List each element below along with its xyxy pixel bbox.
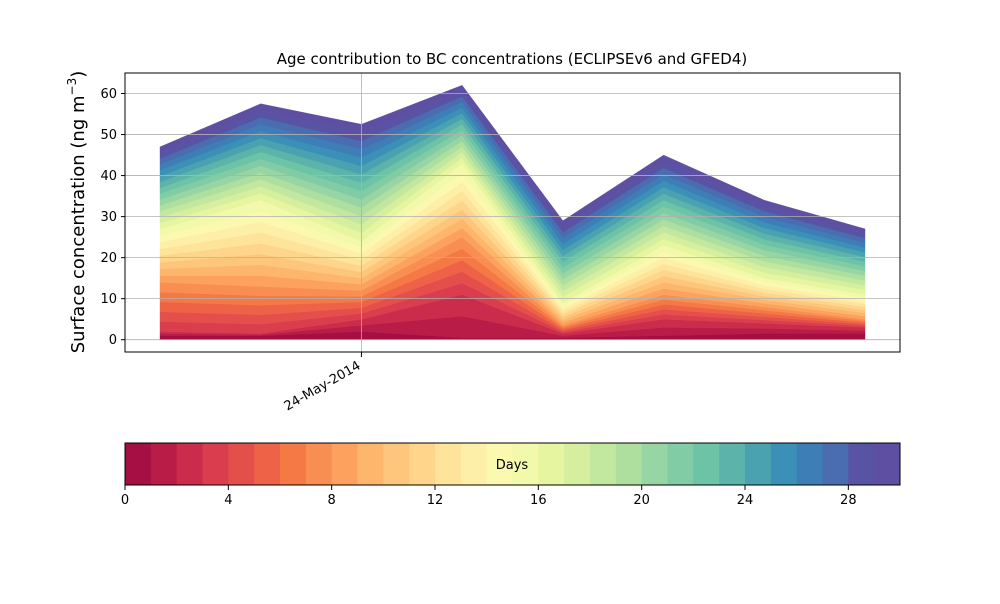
colorbar-swatch-14 [486, 443, 513, 485]
y-axis: 0 10 20 30 40 50 60 [100, 87, 125, 348]
colorbar-ticks: 0 4 8 12 16 20 24 28 [121, 485, 857, 508]
colorbar-swatch-29 [874, 443, 901, 485]
y-tick-label: 40 [100, 169, 117, 184]
area-layers [159, 85, 866, 340]
colorbar-swatch-19 [615, 443, 643, 485]
colorbar-tick-label: 4 [224, 493, 232, 508]
colorbar-tick-label: 8 [328, 493, 336, 508]
colorbar-tick-label: 24 [737, 493, 754, 508]
colorbar-tick-label: 0 [121, 493, 129, 508]
colorbar-swatch-23 [719, 443, 746, 485]
y-tick-label: 10 [100, 292, 117, 307]
colorbar-tick-label: 16 [530, 493, 547, 508]
colorbar-tick-label: 12 [427, 493, 444, 508]
colorbar-tick-label: 28 [840, 493, 857, 508]
gridlines [125, 73, 900, 352]
colorbar-swatch-0 [125, 443, 152, 485]
colorbar-swatch-22 [693, 443, 720, 485]
colorbar-swatch-12 [435, 443, 462, 485]
colorbar-tick-label: 20 [633, 493, 650, 508]
colorbar-swatch-20 [641, 443, 668, 485]
colorbar [125, 443, 901, 485]
x-tick-label: 24-May-2014 [282, 358, 364, 414]
colorbar-swatch-4 [228, 443, 255, 485]
colorbar-swatch-27 [822, 443, 849, 485]
chart-title: Age contribution to BC concentrations (E… [277, 50, 748, 68]
colorbar-swatch-25 [770, 443, 798, 485]
colorbar-swatch-26 [796, 443, 823, 485]
y-tick-label: 60 [100, 87, 117, 102]
y-axis-label: Surface concentration (ng m−3) [65, 71, 89, 354]
colorbar-swatch-18 [590, 443, 617, 485]
y-tick-label: 20 [100, 251, 117, 266]
colorbar-frame [124, 442, 901, 486]
colorbar-swatch-17 [564, 443, 591, 485]
colorbar-swatch-5 [254, 443, 281, 485]
x-axis: 24-May-2014 [282, 352, 364, 414]
y-tick-label: 50 [100, 128, 117, 143]
colorbar-swatch-6 [280, 443, 307, 485]
colorbar-swatch-11 [409, 443, 436, 485]
colorbar-swatch-24 [745, 443, 772, 485]
colorbar-swatch-28 [848, 443, 875, 485]
colorbar-swatch-9 [357, 443, 384, 485]
y-tick-label: 0 [109, 333, 117, 348]
colorbar-swatch-1 [150, 443, 178, 485]
colorbar-swatch-13 [460, 443, 488, 485]
colorbar-swatch-7 [305, 443, 333, 485]
colorbar-swatch-15 [512, 443, 539, 485]
colorbar-swatch-10 [383, 443, 410, 485]
y-tick-label: 30 [100, 210, 117, 225]
colorbar-swatch-21 [667, 443, 694, 485]
colorbar-swatch-2 [176, 443, 203, 485]
area-layer-day-29 [159, 85, 866, 234]
plot-frame [124, 72, 901, 353]
colorbar-swatch-16 [538, 443, 565, 485]
colorbar-swatch-3 [202, 443, 229, 485]
colorbar-label: Days [496, 458, 529, 473]
colorbar-swatch-8 [331, 443, 358, 485]
